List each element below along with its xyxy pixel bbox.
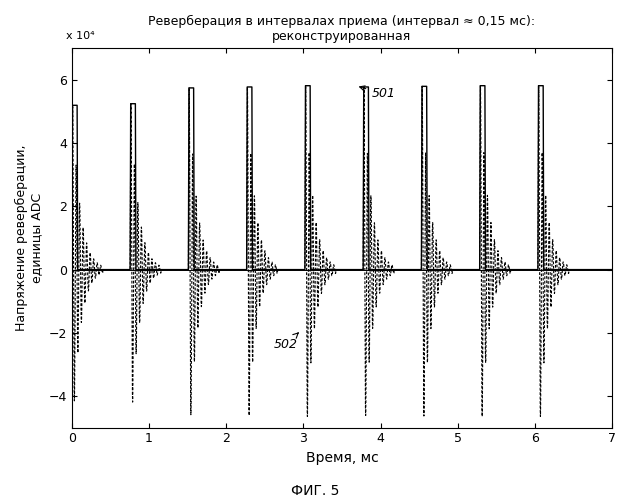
Text: x 10⁴: x 10⁴ [66,31,95,41]
Title: Реверберация в интервалах приема (интервал ≈ 0,15 мс):
реконструированная: Реверберация в интервалах приема (интерв… [148,15,536,43]
X-axis label: Время, мс: Время, мс [305,451,379,465]
Text: ФИГ. 5: ФИГ. 5 [292,484,339,498]
Text: 501: 501 [360,86,395,101]
Y-axis label: Напряжение реверберации,
единицы ADC: Напряжение реверберации, единицы ADC [15,144,43,331]
Text: 502: 502 [274,333,298,351]
